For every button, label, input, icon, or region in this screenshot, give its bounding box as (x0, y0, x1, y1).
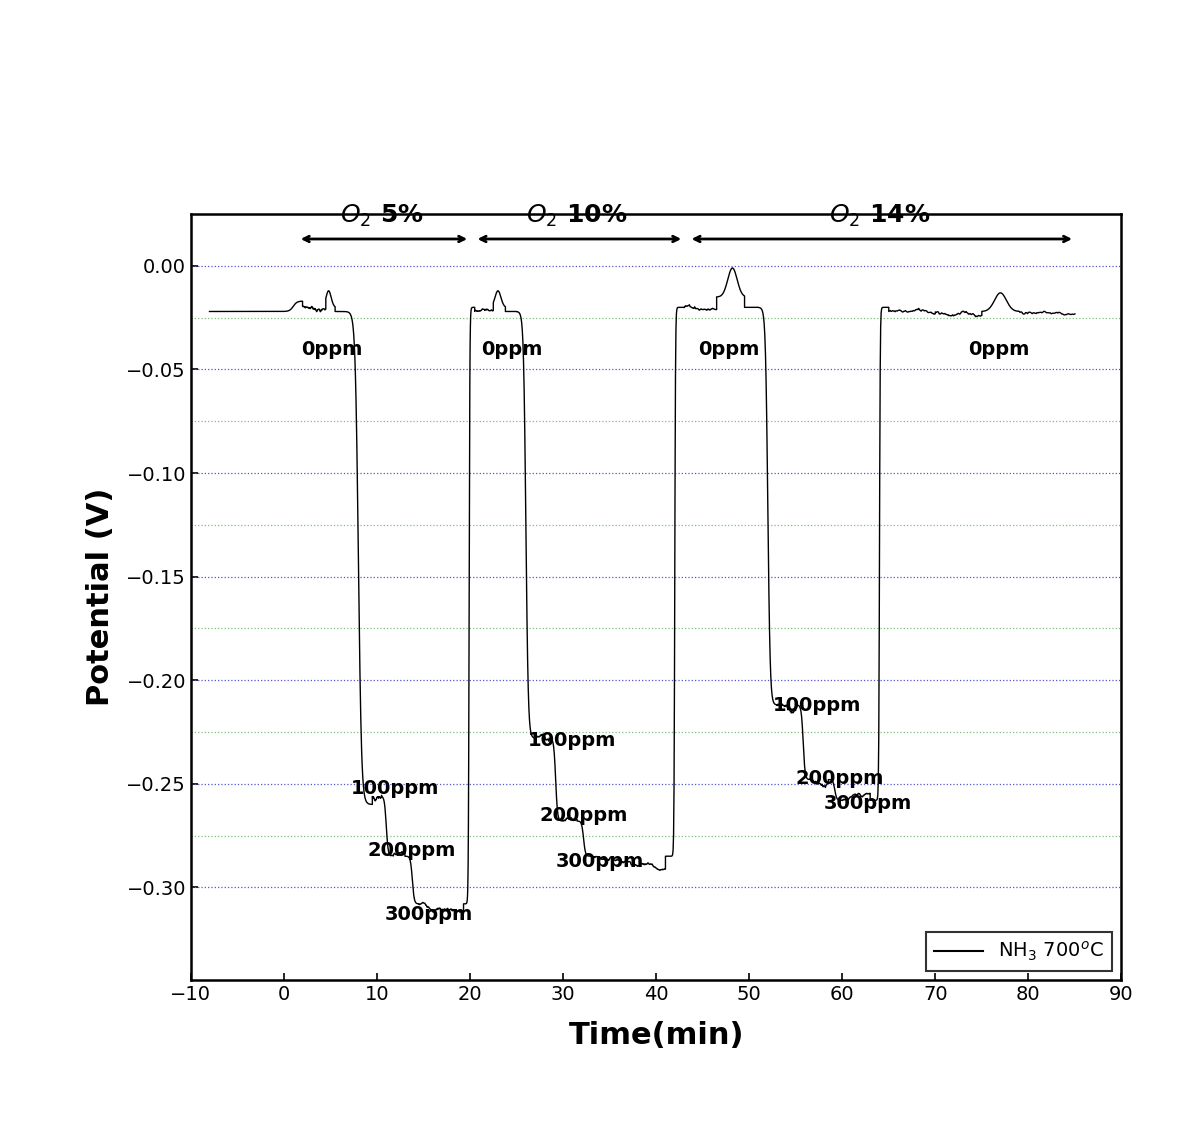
Text: 200ppm: 200ppm (796, 769, 884, 788)
Text: 100ppm: 100ppm (527, 731, 616, 751)
Y-axis label: Potential (V): Potential (V) (86, 488, 116, 707)
Text: 0ppm: 0ppm (698, 340, 760, 360)
Text: $O_2$ 10%: $O_2$ 10% (526, 203, 628, 229)
Text: 100ppm: 100ppm (773, 696, 861, 716)
Text: 300ppm: 300ppm (556, 852, 644, 870)
Text: 300ppm: 300ppm (823, 793, 911, 813)
Text: 200ppm: 200ppm (367, 841, 456, 860)
Legend: $\mathrm{NH_3}$ 700$^o$C: $\mathrm{NH_3}$ 700$^o$C (926, 932, 1112, 970)
Text: $O_2$ 14%: $O_2$ 14% (829, 203, 931, 229)
Text: 100ppm: 100ppm (351, 779, 439, 798)
X-axis label: Time(min): Time(min) (568, 1021, 744, 1050)
Text: 0ppm: 0ppm (481, 340, 543, 360)
Text: 300ppm: 300ppm (384, 905, 472, 924)
Text: 200ppm: 200ppm (539, 806, 629, 825)
Text: 0ppm: 0ppm (968, 340, 1030, 360)
Text: $O_2$ 5%: $O_2$ 5% (340, 203, 424, 229)
Text: 0ppm: 0ppm (301, 340, 361, 360)
